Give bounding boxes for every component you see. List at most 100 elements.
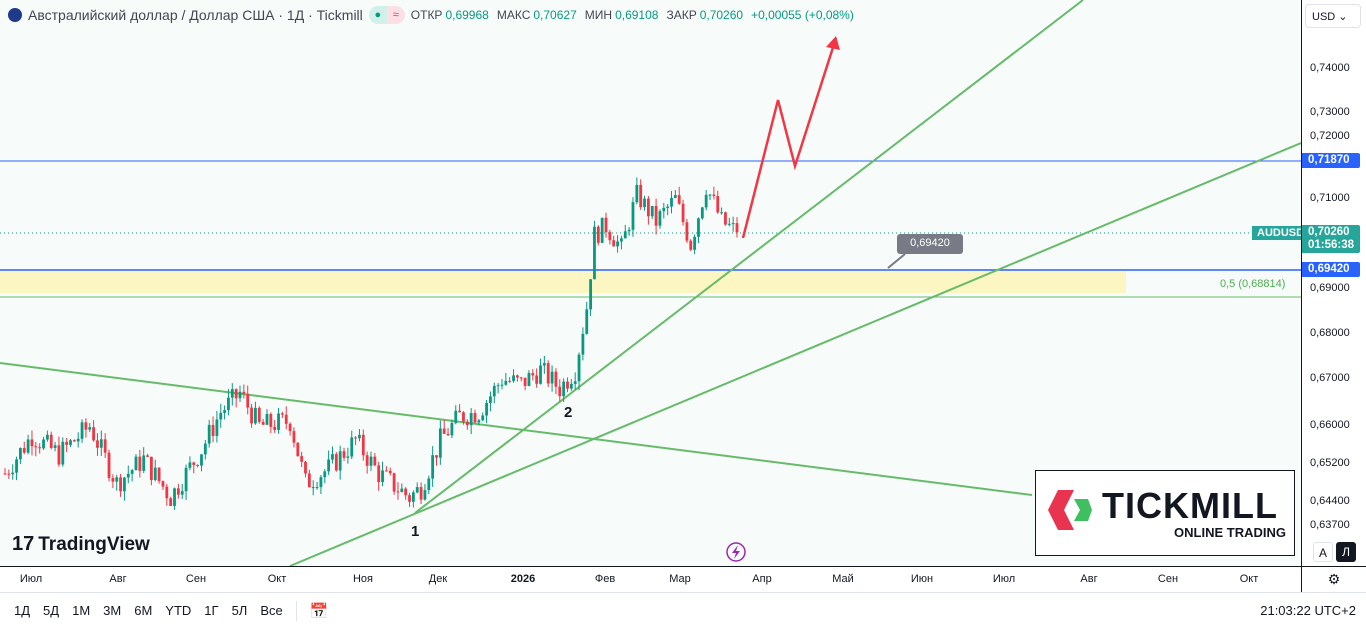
candle-body bbox=[192, 462, 196, 465]
candle-body bbox=[635, 184, 639, 203]
fib-label: 0,5 (0,68814) bbox=[1220, 278, 1286, 290]
candle-body bbox=[381, 470, 384, 483]
time-tick: Фев bbox=[594, 573, 616, 585]
callout-pointer bbox=[887, 253, 906, 269]
candle-body bbox=[735, 223, 739, 233]
range-button[interactable]: 6М bbox=[134, 603, 153, 618]
time-tick: Июн bbox=[910, 573, 934, 585]
candle-body bbox=[84, 422, 88, 430]
candle-body bbox=[323, 471, 327, 478]
candle-body bbox=[481, 415, 485, 421]
low-label: МИН bbox=[584, 8, 613, 22]
symbol-title[interactable]: Австралийский доллар / Доллар США · 1Д ·… bbox=[28, 7, 363, 23]
range-button[interactable]: YTD bbox=[165, 603, 192, 618]
candle-body bbox=[411, 492, 415, 502]
candle-body bbox=[184, 467, 188, 492]
candle-body bbox=[485, 402, 488, 416]
candle-body bbox=[72, 440, 76, 442]
chart-pane[interactable]: 0,69420 0,5 (0,68814) 1 2 AUDUSD Австрал… bbox=[0, 0, 1301, 566]
auto-scale-button[interactable]: A bbox=[1313, 542, 1333, 562]
settings-icon[interactable]: ⚙ bbox=[1301, 566, 1366, 592]
candle-body bbox=[427, 478, 431, 491]
time-tick: Июл bbox=[19, 573, 43, 585]
tradingview-wordmark: TradingView bbox=[38, 533, 150, 555]
range-button[interactable]: 1Г bbox=[204, 603, 219, 618]
flag-icon bbox=[8, 8, 22, 22]
candle-body bbox=[589, 279, 592, 310]
candle-body bbox=[631, 202, 635, 230]
candle-body bbox=[146, 455, 149, 457]
chart-canvas[interactable] bbox=[0, 0, 1301, 566]
candle-body bbox=[30, 439, 34, 447]
candle-body bbox=[435, 455, 438, 458]
candle-body bbox=[107, 452, 111, 479]
candle-body bbox=[257, 407, 261, 422]
tradingview-logo[interactable]: 17 TradingView bbox=[12, 533, 150, 556]
candle-body bbox=[176, 488, 180, 495]
candle-body bbox=[400, 488, 404, 492]
wave-label-2: 2 bbox=[564, 404, 573, 421]
candle-body bbox=[569, 383, 573, 389]
candle-body bbox=[265, 414, 269, 425]
time-tick: Авг bbox=[109, 573, 127, 585]
candle-body bbox=[681, 203, 685, 223]
candle-body bbox=[385, 470, 388, 472]
candle-body bbox=[88, 427, 92, 430]
candle-body bbox=[704, 194, 708, 208]
candle-body bbox=[546, 363, 550, 384]
candle-body bbox=[173, 488, 176, 506]
candle-body bbox=[327, 459, 331, 472]
candle-body bbox=[311, 487, 315, 489]
range-button[interactable]: Все bbox=[260, 603, 283, 618]
range-button[interactable]: 1Д bbox=[14, 603, 31, 618]
candle-body bbox=[45, 434, 49, 440]
time-tick: Май bbox=[832, 573, 854, 585]
candle-body bbox=[612, 240, 616, 247]
market-status[interactable]: ● ≈ bbox=[368, 6, 405, 24]
range-button[interactable]: 3М bbox=[103, 603, 122, 618]
close-label: ЗАКР bbox=[666, 8, 697, 22]
candle-body bbox=[296, 442, 300, 457]
candle-body bbox=[273, 426, 277, 430]
range-button[interactable]: 1М bbox=[72, 603, 91, 618]
clock[interactable]: 21:03:22 UTC+2 bbox=[1260, 603, 1356, 618]
candle-body bbox=[573, 381, 577, 384]
candle-body bbox=[670, 197, 673, 207]
candle-body bbox=[531, 373, 535, 376]
price-tick: 0,63700 bbox=[1310, 519, 1350, 531]
time-axis[interactable]: Июл Авг Сен Окт Ноя Дек 2026 Фев Мар Апр Май Июн Июл… bbox=[0, 566, 1301, 592]
candle-body bbox=[523, 377, 527, 386]
price-tick: 0,72000 bbox=[1310, 130, 1350, 142]
candle-body bbox=[196, 464, 200, 466]
candle-body bbox=[99, 439, 103, 448]
candle-body bbox=[277, 413, 280, 430]
candle-body bbox=[115, 477, 119, 482]
candle-body bbox=[7, 473, 11, 475]
market-open-icon: ● bbox=[368, 6, 387, 24]
time-tick: Окт bbox=[267, 573, 287, 585]
date-range-icon[interactable]: 📅 bbox=[309, 602, 329, 620]
currency-select[interactable]: USD ⌄ bbox=[1305, 4, 1361, 28]
candle-body bbox=[227, 397, 230, 411]
candle-body bbox=[15, 459, 18, 473]
candle-body bbox=[462, 412, 465, 422]
candle-body bbox=[396, 491, 400, 493]
log-scale-button[interactable]: Л bbox=[1336, 542, 1356, 562]
candle-body bbox=[712, 194, 716, 197]
candle-body bbox=[111, 478, 115, 482]
price-axis[interactable]: 0,74000 0,73000 0,72000 0,71000 0,69000 0,680… bbox=[1301, 0, 1366, 566]
candle-body bbox=[315, 487, 319, 489]
range-button[interactable]: 5Д bbox=[43, 603, 60, 618]
forecast-arrow bbox=[741, 37, 838, 239]
candle-body bbox=[165, 486, 169, 499]
range-button[interactable]: 5Л bbox=[231, 603, 248, 618]
candle-body bbox=[454, 410, 458, 423]
candle-body bbox=[22, 448, 26, 453]
event-lightning-icon[interactable] bbox=[726, 542, 746, 562]
arrow-head-icon bbox=[826, 36, 840, 50]
candle-body bbox=[689, 240, 693, 250]
candle-body bbox=[508, 380, 512, 382]
tickmill-wordmark: TICKMILL bbox=[1102, 485, 1278, 526]
candle-body bbox=[200, 454, 203, 466]
candle-body bbox=[496, 385, 500, 387]
